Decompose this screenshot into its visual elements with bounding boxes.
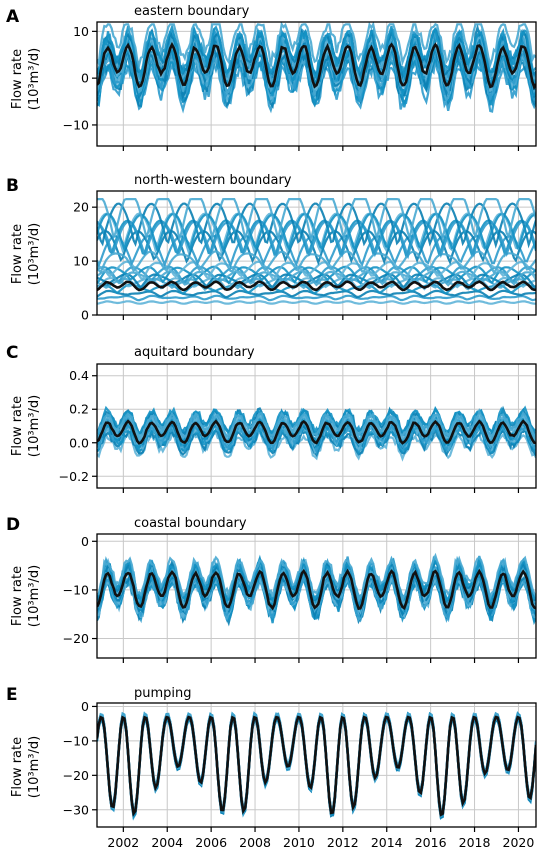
x-tick-label: 2008 — [239, 835, 271, 850]
panel-b: B north-western boundary Flow rate (10³m… — [6, 173, 537, 323]
panel-letter-d: D — [6, 515, 20, 535]
plot-area-b: 0 10 20 — [73, 190, 537, 323]
y-axis-label-e: Flow rate — [10, 737, 25, 797]
plot-frame — [96, 363, 537, 489]
panel-title-d: coastal boundary — [134, 516, 247, 531]
ensemble-member-line — [97, 294, 536, 302]
ensemble-member-line — [97, 552, 536, 603]
ensemble-member-line — [97, 405, 536, 438]
x-tick-label: 2018 — [459, 835, 491, 850]
y-tick-label: 0.2 — [69, 402, 89, 417]
y-tick-label: 10 — [73, 254, 89, 269]
ensemble-member-line — [97, 23, 536, 80]
plot-frame — [96, 702, 537, 828]
ensemble-member-line — [97, 429, 536, 462]
plot-area-e: −30 −20 −10 0 — [63, 699, 537, 832]
y-tick-label: −0.2 — [59, 469, 89, 484]
mean-series-line — [97, 280, 536, 292]
x-tick-label: 2006 — [195, 835, 227, 850]
ensemble-member-line — [97, 198, 536, 243]
x-tick-label: 2016 — [415, 835, 447, 850]
ensemble-member-line — [97, 300, 536, 305]
y-tick-label: 20 — [73, 200, 89, 215]
panel-letter-c: C — [6, 343, 18, 363]
ensemble-member-line — [97, 407, 536, 442]
y-tick-label: −20 — [63, 768, 89, 783]
panel-title-e: pumping — [134, 686, 192, 701]
ensemble-member-line — [97, 22, 536, 70]
x-axis-tick-labels: 2002 2004 2006 2008 2010 2012 2014 2016 2018 2020 — [107, 835, 534, 850]
y-tick-label: 0 — [81, 308, 89, 323]
ensemble-member-line — [97, 272, 536, 289]
x-tick-label: 2002 — [107, 835, 139, 850]
x-tick-label: 2014 — [371, 835, 403, 850]
y-tick-label: 0 — [81, 534, 89, 549]
y-tick-label: 0 — [81, 699, 89, 714]
ensemble-member-line — [97, 202, 536, 249]
plot-area-d: −20 −10 0 — [63, 533, 537, 663]
panel-title-a: eastern boundary — [134, 4, 250, 19]
ensemble-member-line — [97, 54, 536, 108]
x-tick-label: 2012 — [327, 835, 359, 850]
y-axis-unit-b: (10³m³/d) — [27, 223, 42, 285]
y-axis-unit-c: (10³m³/d) — [27, 395, 42, 457]
ensemble-member-line — [97, 574, 536, 626]
ensemble-member-line — [97, 212, 536, 254]
ensemble-series — [97, 198, 536, 305]
y-axis-unit-e: (10³m³/d) — [27, 736, 42, 798]
mean-series-line — [97, 715, 536, 817]
y-tick-label: −30 — [63, 802, 89, 817]
panel-d: D coastal boundary Flow rate (10³m³/d) −… — [6, 515, 537, 663]
mean-series-line — [97, 568, 536, 611]
y-tick-label: −20 — [63, 631, 89, 646]
mean-series-line — [97, 41, 536, 91]
ensemble-member-line — [97, 212, 536, 256]
plot-frame — [96, 533, 537, 659]
y-tick-label: 0.0 — [69, 435, 89, 450]
y-axis-label-c: Flow rate — [10, 396, 25, 456]
y-tick-label: 10 — [73, 24, 89, 39]
ensemble-member-line — [97, 250, 536, 274]
mean-series-line — [97, 419, 536, 445]
panel-letter-a: A — [6, 7, 20, 27]
y-axis-label-b: Flow rate — [10, 224, 25, 284]
ensemble-series — [97, 22, 536, 114]
y-axis-label-a: Flow rate — [10, 49, 25, 109]
panel-e: E pumping Flow rate (10³m³/d) −30 −20 −10 0 — [6, 685, 537, 832]
x-tick-label: 2004 — [151, 835, 183, 850]
ensemble-series — [97, 552, 536, 627]
y-axis-unit-a: (10³m³/d) — [27, 48, 42, 110]
y-tick-label: −10 — [63, 117, 89, 132]
plot-area-a: −10 0 10 — [63, 21, 537, 151]
panel-a: A eastern boundary Flow rate (10³m³/d) −… — [6, 4, 537, 151]
plot-frame — [96, 190, 537, 316]
plot-frame — [96, 21, 537, 147]
y-axis-unit-d: (10³m³/d) — [27, 565, 42, 627]
ensemble-member-line — [97, 289, 536, 299]
panel-title-b: north-western boundary — [134, 173, 292, 188]
panel-letter-e: E — [6, 685, 18, 705]
y-tick-label: 0.4 — [69, 368, 89, 383]
ensemble-series — [97, 405, 536, 462]
y-axis-label-d: Flow rate — [10, 566, 25, 626]
panel-c: C aquitard boundary Flow rate (10³m³/d) … — [6, 343, 537, 493]
y-tick-label: −10 — [63, 582, 89, 597]
plot-area-c: −0.2 0.0 0.2 0.4 — [59, 363, 537, 493]
grid-lines — [97, 703, 536, 827]
panel-title-c: aquitard boundary — [134, 345, 255, 360]
y-tick-label: 0 — [81, 71, 89, 86]
panel-letter-b: B — [6, 176, 19, 196]
y-tick-label: −10 — [63, 733, 89, 748]
x-tick-label: 2020 — [503, 835, 535, 850]
x-tick-label: 2010 — [283, 835, 315, 850]
